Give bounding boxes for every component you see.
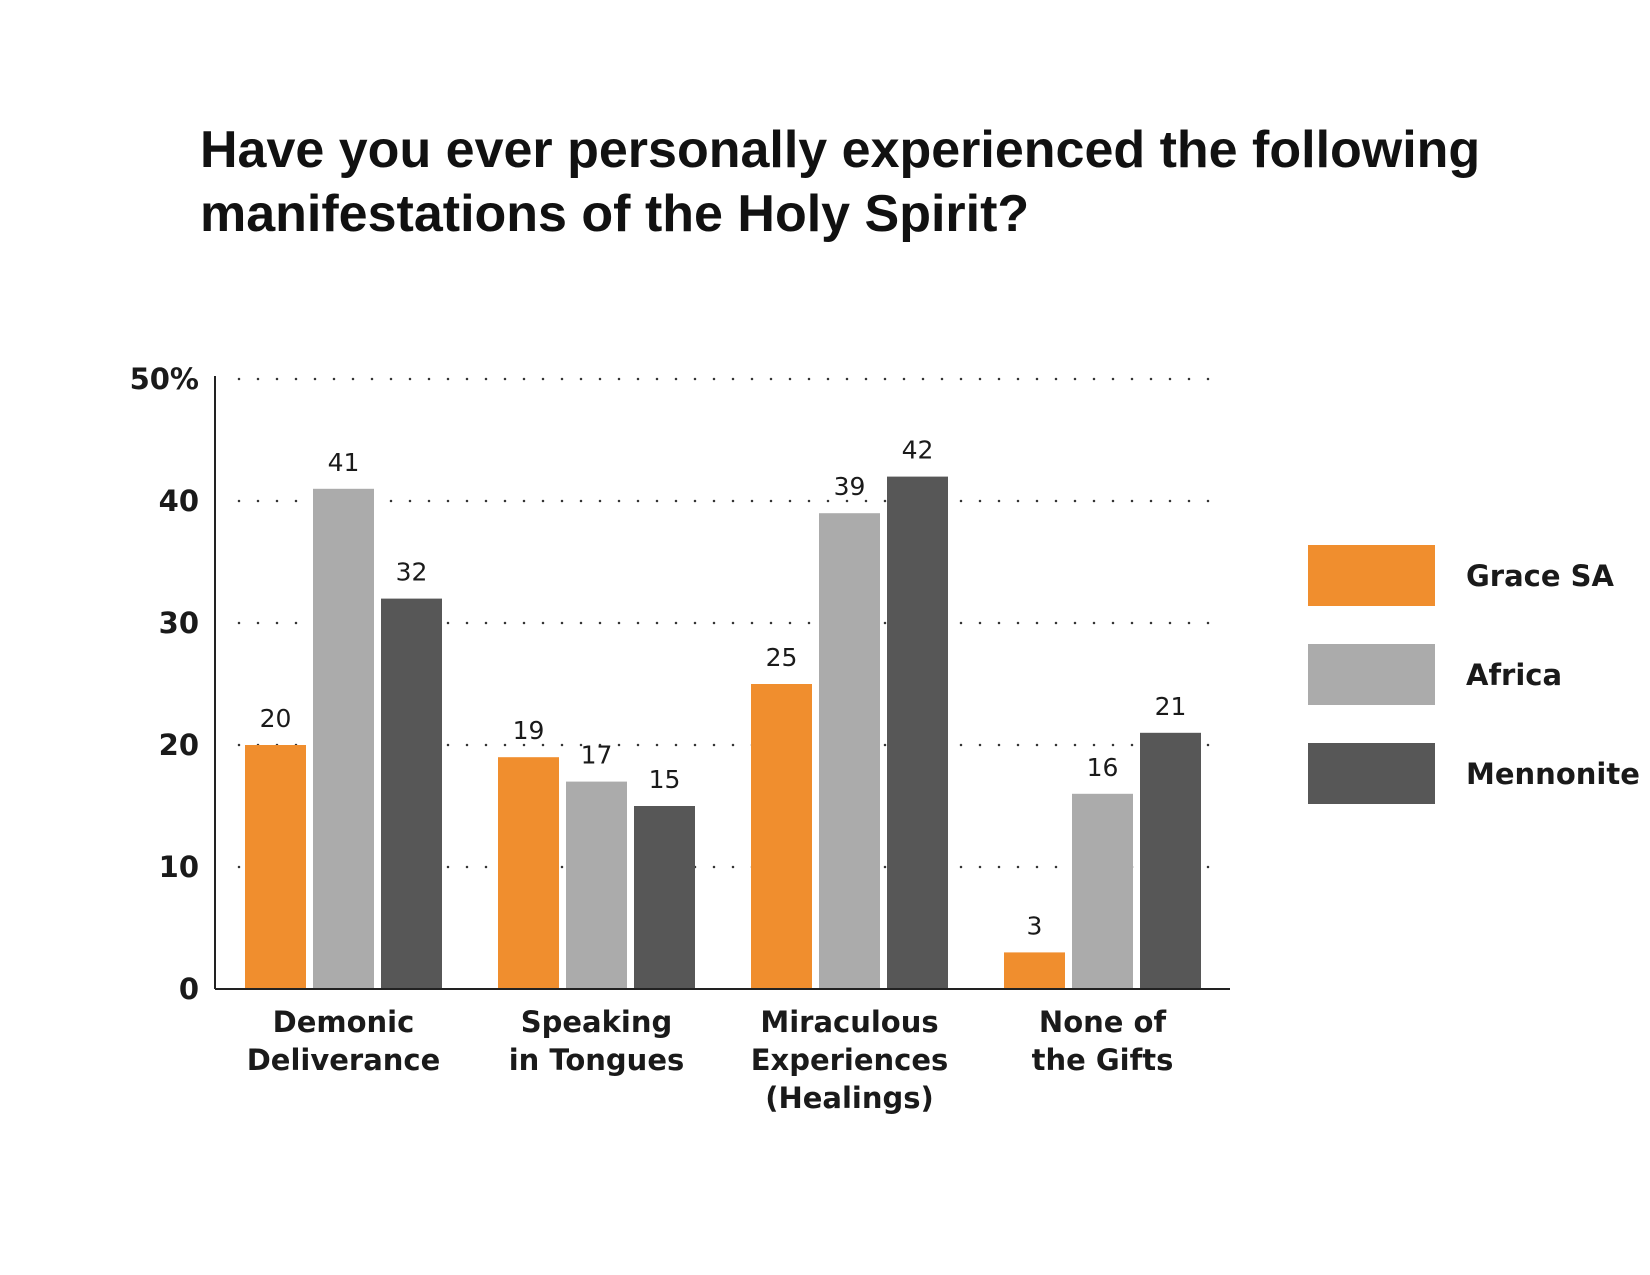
data-label-grace-sa-0: 20 <box>260 704 292 733</box>
chart-title: Have you ever personally experienced the… <box>200 118 1500 246</box>
legend-label-africa: Africa <box>1466 658 1562 692</box>
chart-title-line-1: Have you ever personally experienced the… <box>200 121 1481 179</box>
data-label-africa-1: 17 <box>581 741 613 770</box>
legend-swatch-africa <box>1308 644 1435 705</box>
data-label-africa-2: 39 <box>834 472 866 501</box>
x-category-label-1-0: Speaking <box>521 1005 673 1039</box>
x-category-label-0-0: Demonic <box>273 1005 415 1039</box>
data-label-mennonite-3: 21 <box>1155 692 1187 721</box>
data-label-mennonite-1: 15 <box>649 765 681 794</box>
data-label-grace-sa-1: 19 <box>513 716 545 745</box>
bar-africa-2 <box>819 513 880 989</box>
data-label-africa-0: 41 <box>328 448 360 477</box>
bar-africa-1 <box>566 781 627 989</box>
y-tick-label-30: 30 <box>159 606 199 640</box>
bar-grace-sa-0 <box>245 745 306 989</box>
x-category-label-3-1: the Gifts <box>1032 1043 1174 1077</box>
bar-mennonite-2 <box>887 476 948 990</box>
x-category-label-3-0: None of <box>1039 1005 1167 1039</box>
data-label-africa-3: 16 <box>1087 753 1119 782</box>
x-category-label-2-0: Miraculous <box>760 1005 938 1039</box>
bar-grace-sa-2 <box>751 684 812 989</box>
data-labels: 20 41 32 19 17 15 25 39 42 3 16 21 <box>260 436 1187 941</box>
bar-grace-sa-3 <box>1004 952 1065 989</box>
bar-grace-sa-1 <box>498 757 559 989</box>
gridlines <box>237 377 1222 869</box>
bars <box>245 476 1201 990</box>
x-category-label-0-1: Deliverance <box>247 1043 441 1077</box>
x-category-label-2-1: Experiences <box>751 1043 949 1077</box>
legend-swatch-mennonite <box>1308 743 1435 804</box>
y-tick-label-0: 0 <box>179 972 199 1006</box>
bar-africa-3 <box>1072 793 1133 989</box>
legend-label-grace-sa: Grace SA <box>1466 559 1615 593</box>
axes: 0 10 20 30 40 50% Demonic Deliverance Speaking in… <box>130 362 1230 1115</box>
bar-mennonite-3 <box>1140 732 1201 989</box>
legend-label-mennonite: Mennonite <box>1466 757 1640 791</box>
legend-swatch-grace-sa <box>1308 545 1435 606</box>
data-label-grace-sa-3: 3 <box>1027 911 1043 940</box>
y-tick-label-20: 20 <box>159 728 199 762</box>
bar-mennonite-1 <box>634 806 695 989</box>
y-tick-label-50: 50% <box>130 362 199 396</box>
bar-mennonite-0 <box>381 598 442 989</box>
chart-title-line-2: manifestations of the Holy Spirit? <box>200 185 1030 243</box>
bar-africa-0 <box>313 488 374 989</box>
x-category-label-1-1: in Tongues <box>509 1043 685 1077</box>
y-tick-label-40: 40 <box>159 484 199 518</box>
x-category-label-2-2: (Healings) <box>765 1081 934 1115</box>
data-label-grace-sa-2: 25 <box>766 643 798 672</box>
legend: Grace SA Africa Mennonite <box>1308 545 1640 804</box>
data-label-mennonite-0: 32 <box>396 558 428 587</box>
y-tick-label-10: 10 <box>159 850 199 884</box>
data-label-mennonite-2: 42 <box>902 436 934 465</box>
